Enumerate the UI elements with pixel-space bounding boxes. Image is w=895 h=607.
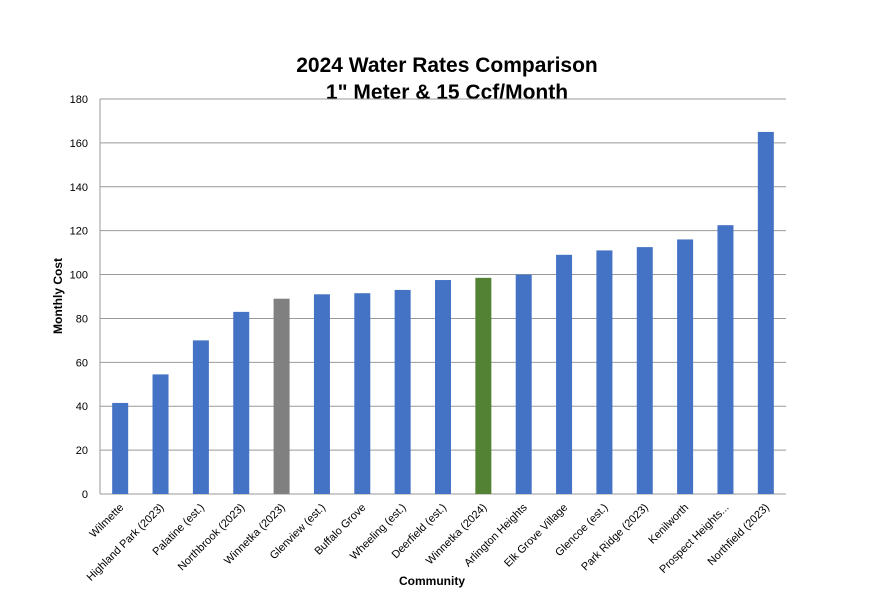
y-tick-label: 20 — [76, 445, 88, 457]
bar — [394, 289, 411, 494]
y-tick-label: 80 — [76, 313, 88, 325]
bar — [515, 274, 532, 494]
bar — [354, 293, 371, 494]
bar — [757, 131, 774, 494]
bar — [717, 225, 734, 495]
y-tick-label: 180 — [70, 94, 88, 106]
y-tick-label: 100 — [70, 270, 88, 282]
x-axis-label: Community — [399, 574, 465, 588]
x-tick-label: Highland Park (2023) — [85, 502, 167, 584]
y-tick-label: 140 — [70, 182, 88, 194]
bar — [435, 280, 451, 494]
bar — [313, 294, 330, 494]
bar — [677, 239, 694, 494]
bar — [596, 250, 613, 494]
y-axis-label: Monthly Cost — [51, 258, 65, 334]
y-tick-label: 0 — [82, 489, 88, 501]
bar — [475, 277, 492, 494]
bar — [192, 340, 209, 494]
y-tick-label: 40 — [76, 401, 88, 413]
chart-title: 2024 Water Rates Comparison — [296, 54, 598, 77]
bar — [636, 247, 653, 494]
y-tick-label: 160 — [70, 138, 88, 150]
bar — [273, 298, 290, 494]
x-tick-label: Wilmette — [88, 502, 127, 541]
bar — [112, 402, 129, 494]
y-tick-label: 120 — [70, 226, 88, 238]
chart-subtitle: 1" Meter & 15 Ccf/Month — [326, 81, 568, 104]
bar — [233, 311, 250, 494]
bar — [556, 254, 573, 494]
x-tick-label: Prospect Heights... — [657, 502, 731, 576]
y-tick-label: 60 — [76, 357, 88, 369]
bar — [152, 374, 169, 494]
